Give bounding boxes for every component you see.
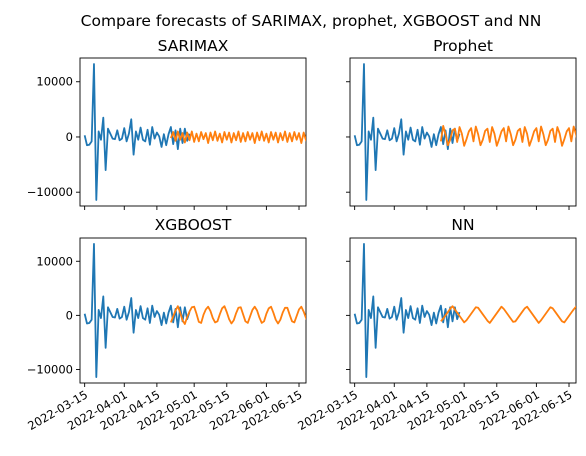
forecast-series-line	[170, 305, 306, 325]
forecast-series-line	[170, 130, 306, 144]
panel-title: Prophet	[433, 37, 493, 55]
y-tick-label: 0	[66, 130, 73, 144]
axes-frame	[79, 57, 307, 207]
panel-xgboost: XGBOOST −100000100002022-03-152022-04-01…	[25, 216, 307, 433]
y-tick-label: −10000	[27, 185, 73, 199]
y-tick-label: 10000	[36, 75, 73, 89]
forecast-series-line	[440, 305, 576, 324]
panel-nn: NN 2022-03-152022-04-012022-04-152022-05…	[295, 216, 577, 433]
figure-suptitle: Compare forecasts of SARIMAX, prophet, X…	[81, 12, 542, 30]
axes-frame	[79, 237, 307, 384]
y-tick-label: −10000	[27, 362, 73, 376]
panel-prophet: Prophet	[346, 37, 577, 210]
actual-series-line	[353, 243, 461, 378]
actual-series-line	[83, 243, 191, 378]
panel-title: SARIMAX	[158, 37, 229, 55]
y-tick-label: 0	[66, 308, 73, 322]
y-tick-label: 10000	[36, 254, 73, 268]
panel-sarimax: SARIMAX −10000 0 10000	[27, 37, 307, 210]
panel-title: XGBOOST	[155, 216, 232, 234]
actual-series-line	[353, 63, 461, 201]
axes-frame	[349, 237, 577, 384]
forecast-series-line	[439, 125, 576, 147]
panel-title: NN	[451, 216, 474, 234]
